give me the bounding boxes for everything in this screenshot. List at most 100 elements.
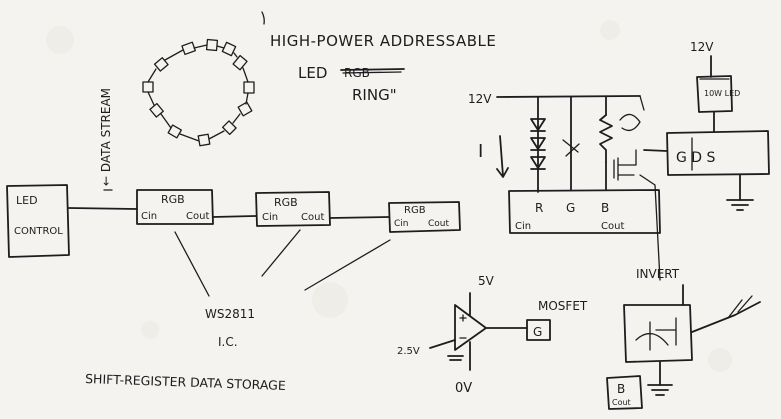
comparator-bottom-label: 0V xyxy=(455,381,472,396)
chip-1-cin: Cin xyxy=(141,211,157,222)
driver-chip-r: R xyxy=(535,201,543,215)
data-line-control-to-chip1 xyxy=(68,207,138,210)
led-ring xyxy=(142,38,255,147)
mosfet-label: MOSFET xyxy=(538,299,588,313)
mosfet-sketch-loop xyxy=(619,113,641,132)
led-ring-links xyxy=(147,44,249,142)
gds-mosfet-label: G D S xyxy=(676,150,716,166)
ring-led-1 xyxy=(181,41,196,56)
data-line-chip1-to-chip2 xyxy=(212,215,257,218)
ring-led-2 xyxy=(205,38,219,52)
title-strikethrough-2 xyxy=(342,71,402,74)
invert-output-wire xyxy=(691,301,761,333)
power-led-supply: 12V xyxy=(690,40,714,54)
ring-led-8 xyxy=(197,133,211,147)
led-control-line-1: LED xyxy=(16,194,38,207)
chip-2: RGB Cin Cout xyxy=(255,191,331,227)
invert-ground-symbol xyxy=(647,384,673,396)
comparator-triangle xyxy=(454,304,487,351)
data-stream-label: ← DATA STREAM xyxy=(99,88,113,186)
ring-led-7 xyxy=(221,120,237,136)
power-led-label: 10W LED xyxy=(704,89,740,98)
ws2811-line-1: WS2811 xyxy=(205,307,255,321)
ring-led-4 xyxy=(232,54,248,71)
rail-to-mosfet xyxy=(639,95,645,111)
driver-chip-cout: Cout xyxy=(601,221,624,232)
shift-register-label: SHIFT-REGISTER DATA STORAGE xyxy=(85,371,286,393)
comparator-top-label: 5V xyxy=(478,274,495,288)
driver-chip-cin: Cin xyxy=(515,221,531,232)
invert-b-label: B xyxy=(617,382,625,396)
gds-mosfet-box xyxy=(666,130,770,176)
red-led-3 xyxy=(530,156,546,170)
led-control-box xyxy=(6,184,70,258)
ring-led-12 xyxy=(153,57,169,72)
chip-3-cout: Cout xyxy=(428,219,449,229)
title-strikethrough xyxy=(340,68,405,71)
driver-circuit: 12V I R G B Cin Cout xyxy=(468,92,661,281)
chip-1-cout: Cout xyxy=(186,211,209,222)
driver-supply-label: 12V xyxy=(468,92,492,106)
ws2811-callout: WS2811 I.C. xyxy=(174,229,391,349)
led-ring-diodes xyxy=(142,38,255,147)
chip-2-box xyxy=(255,191,331,227)
invert-output-arrows xyxy=(727,295,753,319)
comparator-pins xyxy=(459,314,467,339)
current-arrow-head xyxy=(496,167,509,178)
ring-led-6 xyxy=(237,101,253,117)
driver-chip-g: G xyxy=(566,201,575,215)
chip-3-rgb: RGB xyxy=(404,205,426,216)
chip-1-box xyxy=(136,189,214,225)
invert-b-box xyxy=(606,375,643,410)
title: HIGH-POWER ADDRESSABLE LED RGB RING" xyxy=(261,11,496,104)
title-line-3: RING" xyxy=(352,86,397,104)
chip-3-box xyxy=(388,201,461,233)
ground-symbol xyxy=(726,199,754,211)
title-line-2: LED xyxy=(298,64,327,82)
blue-mosfet xyxy=(613,149,637,181)
comparator-input-hatch xyxy=(447,355,464,361)
current-label: I xyxy=(478,141,483,162)
title-line-1: HIGH-POWER ADDRESSABLE xyxy=(270,32,496,50)
green-led xyxy=(562,139,580,157)
led-control-line-2: CONTROL xyxy=(14,226,63,237)
ring-led-9 xyxy=(167,124,182,139)
led-control-block: LED CONTROL xyxy=(6,184,70,258)
invert-circuit: INVERT B Cout xyxy=(606,267,761,410)
blue-resistor xyxy=(599,114,613,163)
ws2811-pointer-1 xyxy=(261,229,301,277)
chip-1-rgb: RGB xyxy=(161,193,185,206)
ring-led-5 xyxy=(243,81,255,94)
chip-3: RGB Cin Cout xyxy=(388,201,461,233)
data-stream: ← DATA STREAM xyxy=(99,88,113,191)
current-arrow-shaft xyxy=(499,135,504,177)
chip-2-cout: Cout xyxy=(301,212,324,223)
driver-supply-rail xyxy=(496,95,641,98)
gate-drive-wire xyxy=(643,149,668,152)
chip-3-cin: Cin xyxy=(394,219,409,229)
data-line-chip2-to-chip3 xyxy=(329,216,390,219)
chip-1: RGB Cin Cout xyxy=(136,189,214,225)
paper-texture xyxy=(46,20,732,372)
power-led-box xyxy=(696,75,733,113)
ring-led-3 xyxy=(221,41,237,57)
invert-cout-label: Cout xyxy=(612,398,631,407)
driver-to-invert-wire xyxy=(639,174,661,281)
power-led-circuit: 12V 10W LED G D S xyxy=(643,40,770,211)
driver-chip-box xyxy=(508,189,661,234)
chip-2-rgb: RGB xyxy=(274,196,298,209)
comparator-output-label: G xyxy=(533,325,542,339)
red-led-2 xyxy=(530,137,546,151)
comparator-output-box xyxy=(526,319,551,341)
red-led-1 xyxy=(530,118,546,132)
ring-led-10 xyxy=(149,102,164,118)
ws2811-pointer-3 xyxy=(174,231,210,297)
driver-chip-b: B xyxy=(601,201,609,215)
ws2811-line-2: I.C. xyxy=(218,335,238,349)
title-quote-mark xyxy=(261,11,265,25)
comparator-circuit: 5V G 2.5V 0V xyxy=(397,274,551,396)
ring-led-11 xyxy=(142,81,154,93)
ws2811-pointer-2 xyxy=(304,239,391,291)
comparator-input-wire xyxy=(429,339,456,349)
invert-label: INVERT xyxy=(636,267,680,281)
